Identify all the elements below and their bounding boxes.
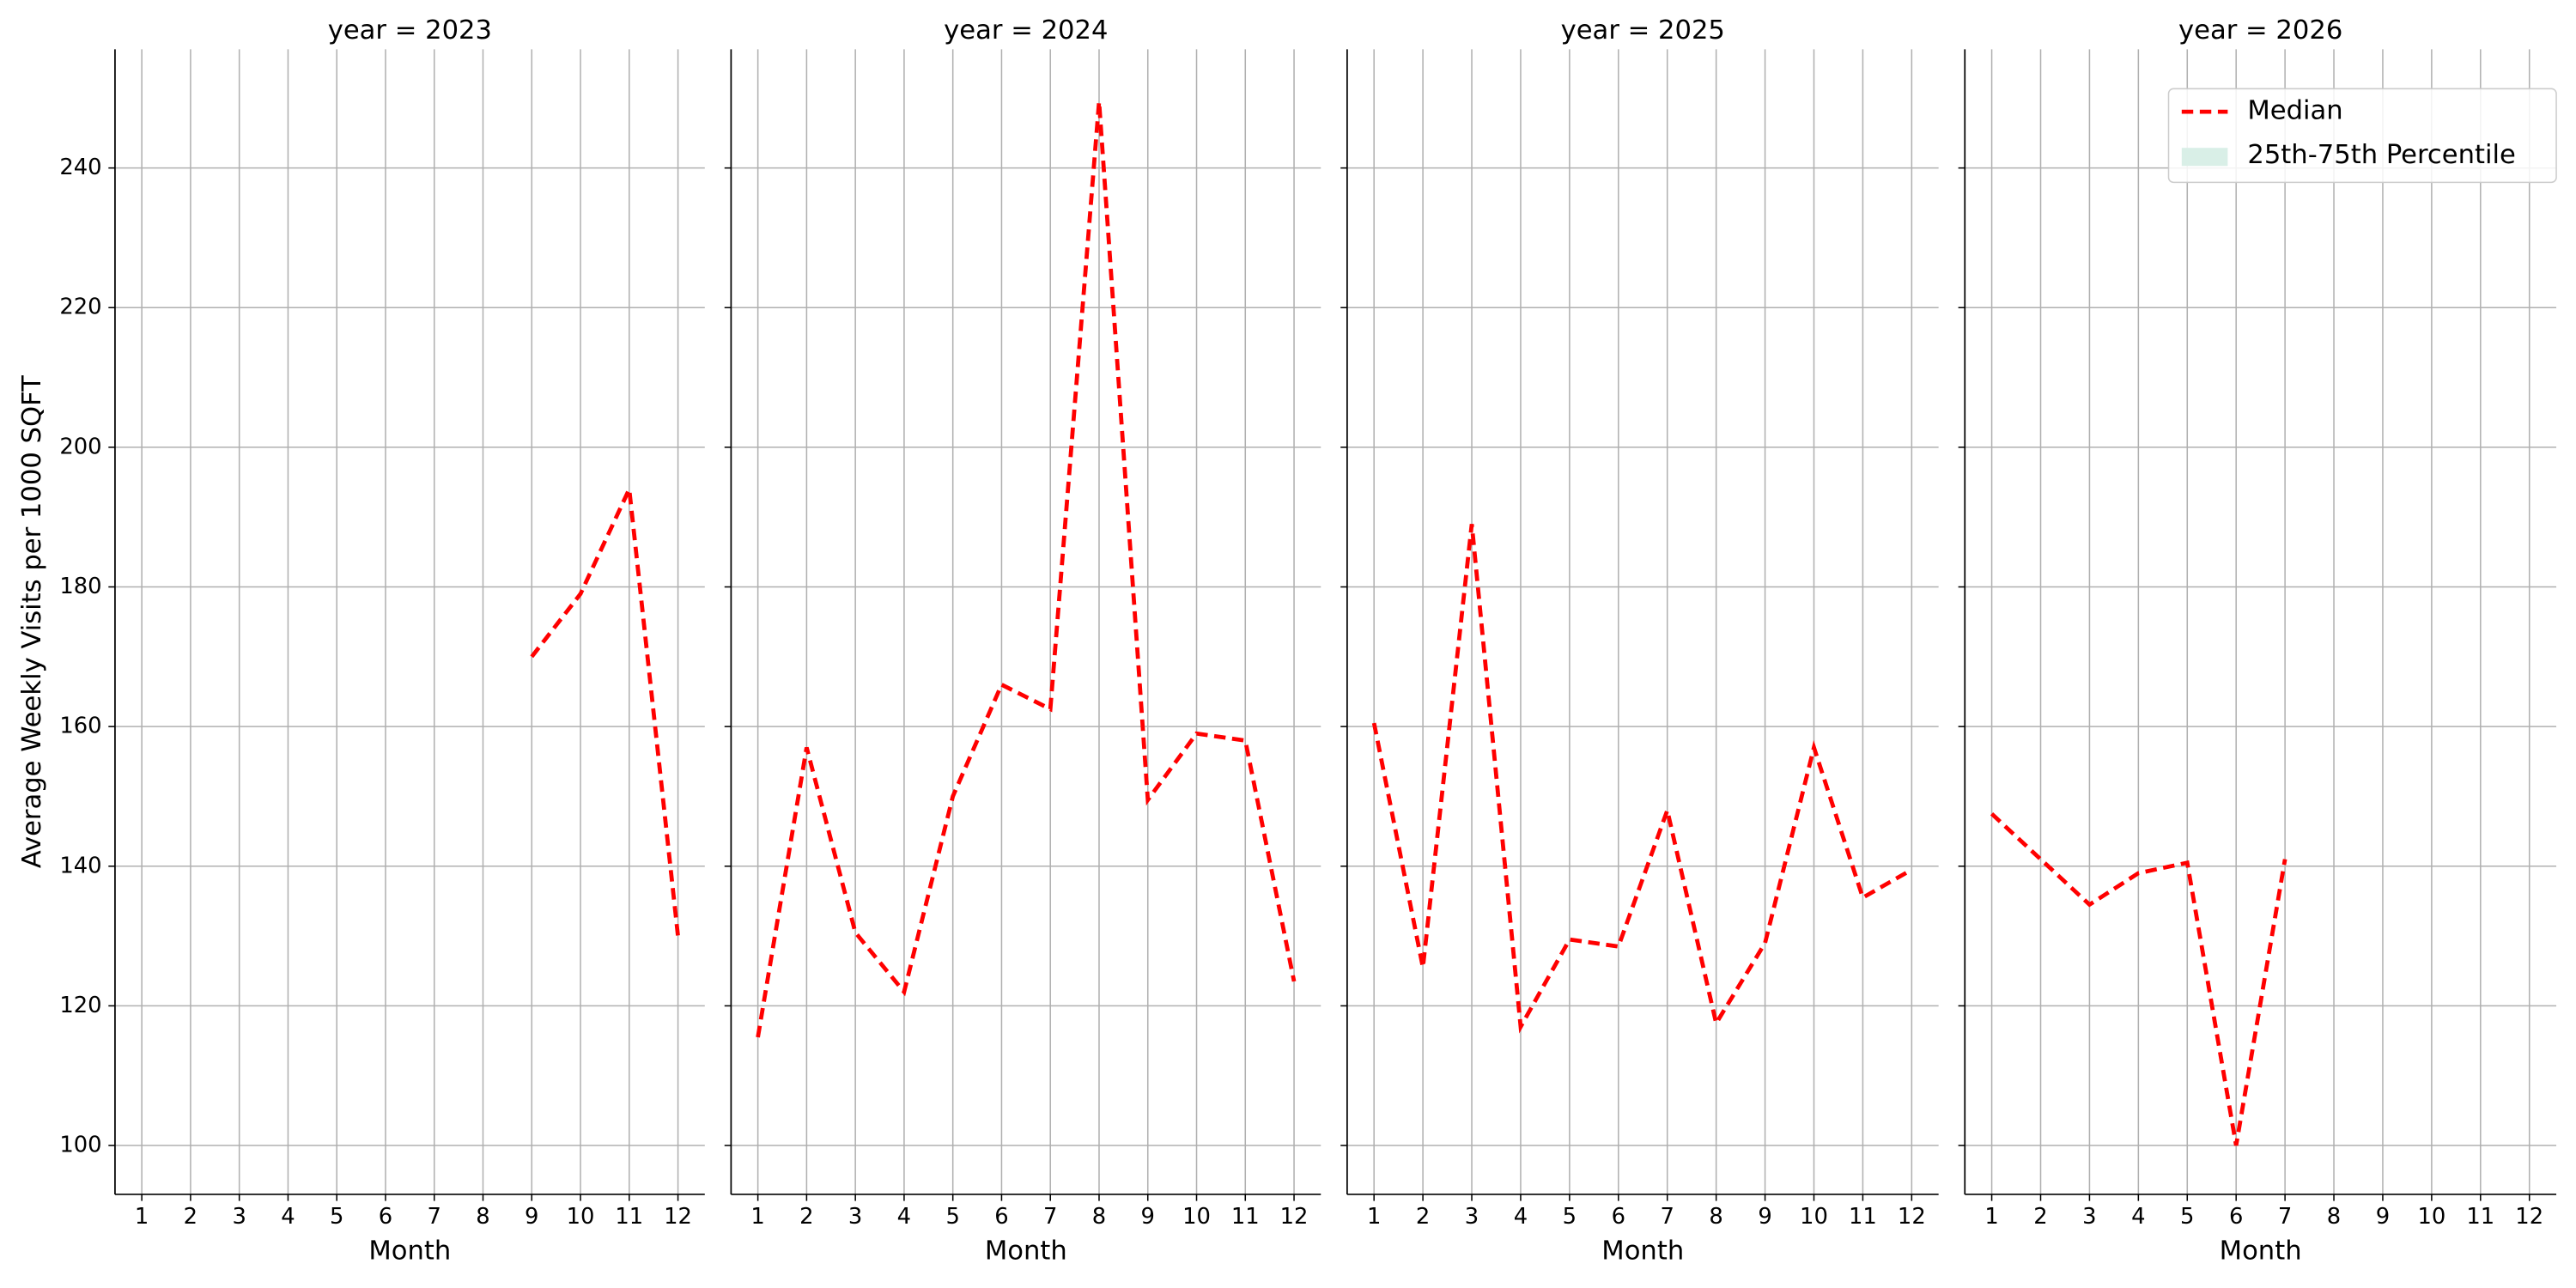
x-tick-label: 7 <box>2278 1204 2292 1230</box>
x-tick-label: 10 <box>2417 1204 2445 1230</box>
y-tick-label: 160 <box>59 714 101 739</box>
x-tick-label: 5 <box>945 1204 959 1230</box>
x-tick-label: 1 <box>750 1204 764 1230</box>
x-tick-label: 4 <box>2131 1204 2145 1230</box>
x-tick-label: 2 <box>184 1204 197 1230</box>
x-tick-label: 2 <box>2033 1204 2047 1230</box>
x-tick-label: 11 <box>2466 1204 2494 1230</box>
x-tick-label: 5 <box>330 1204 343 1230</box>
legend-label: 25th-75th Percentile <box>2247 140 2516 170</box>
legend-box <box>2167 88 2557 184</box>
y-tick-label: 100 <box>59 1133 101 1158</box>
x-tick-label: 10 <box>1182 1204 1211 1230</box>
x-tick-label: 6 <box>994 1204 1008 1230</box>
x-tick-label: 11 <box>1231 1204 1260 1230</box>
panel-title: year = 2025 <box>1561 15 1725 46</box>
median-line <box>530 481 680 937</box>
x-tick-label: 7 <box>1043 1204 1057 1230</box>
x-tick-label: 9 <box>525 1204 538 1230</box>
x-tick-label: 4 <box>1514 1204 1528 1230</box>
x-tick-label: 11 <box>615 1204 643 1230</box>
x-tick-label: 12 <box>664 1204 692 1230</box>
x-axis-label: Month <box>2220 1236 2302 1266</box>
median-line <box>756 101 1297 1038</box>
y-tick-label: 220 <box>59 295 101 320</box>
y-tick-label: 200 <box>59 434 101 459</box>
x-tick-label: 7 <box>1661 1204 1674 1230</box>
x-axis-label: Month <box>985 1236 1067 1266</box>
x-tick-label: 2 <box>1416 1204 1430 1230</box>
x-tick-label: 3 <box>1465 1204 1479 1230</box>
x-tick-label: 1 <box>1984 1204 1998 1230</box>
y-tick-label: 180 <box>59 574 101 599</box>
x-tick-label: 10 <box>567 1204 595 1230</box>
panel-title: year = 2023 <box>328 15 492 46</box>
x-tick-label: 1 <box>1367 1204 1381 1230</box>
x-axis-label: Month <box>368 1236 451 1266</box>
x-tick-label: 5 <box>2180 1204 2194 1230</box>
x-tick-label: 3 <box>2082 1204 2096 1230</box>
x-tick-label: 6 <box>1612 1204 1625 1230</box>
x-tick-label: 2 <box>799 1204 813 1230</box>
median-line <box>1990 812 2287 1146</box>
y-tick-label: 120 <box>59 993 101 1018</box>
x-tick-label: 10 <box>1800 1204 1828 1230</box>
x-tick-label: 9 <box>1141 1204 1155 1230</box>
x-tick-label: 9 <box>2376 1204 2390 1230</box>
y-tick-label: 140 <box>59 853 101 878</box>
x-axis-label: Month <box>1601 1236 1684 1266</box>
x-tick-label: 7 <box>428 1204 441 1230</box>
x-tick-label: 6 <box>379 1204 392 1230</box>
x-tick-label: 12 <box>1280 1204 1309 1230</box>
x-tick-label: 11 <box>1849 1204 1877 1230</box>
y-tick-label: 240 <box>59 155 101 180</box>
x-tick-label: 8 <box>476 1204 489 1230</box>
legend-label: Median <box>2247 96 2342 126</box>
x-tick-label: 8 <box>1709 1204 1722 1230</box>
median-line <box>1371 524 1913 1034</box>
x-tick-label: 3 <box>232 1204 246 1230</box>
x-tick-label: 9 <box>1758 1204 1771 1230</box>
legend-swatch <box>2181 148 2228 167</box>
x-tick-label: 4 <box>281 1204 295 1230</box>
x-tick-label: 8 <box>1092 1204 1106 1230</box>
y-axis-label: Average Weekly Visits per 1000 SQFT <box>17 375 47 868</box>
x-tick-label: 8 <box>2327 1204 2341 1230</box>
x-tick-label: 12 <box>1898 1204 1926 1230</box>
panel-title: year = 2026 <box>2178 15 2342 46</box>
x-tick-label: 3 <box>848 1204 862 1230</box>
x-tick-label: 12 <box>2515 1204 2543 1230</box>
x-tick-label: 5 <box>1563 1204 1577 1230</box>
x-tick-label: 4 <box>897 1204 911 1230</box>
panel-title: year = 2024 <box>944 15 1108 46</box>
x-tick-label: 1 <box>135 1204 149 1230</box>
x-tick-label: 6 <box>2229 1204 2243 1230</box>
